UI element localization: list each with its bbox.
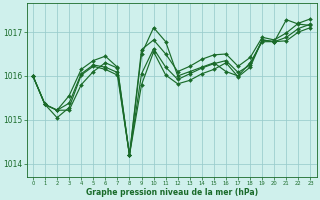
X-axis label: Graphe pression niveau de la mer (hPa): Graphe pression niveau de la mer (hPa) (86, 188, 258, 197)
